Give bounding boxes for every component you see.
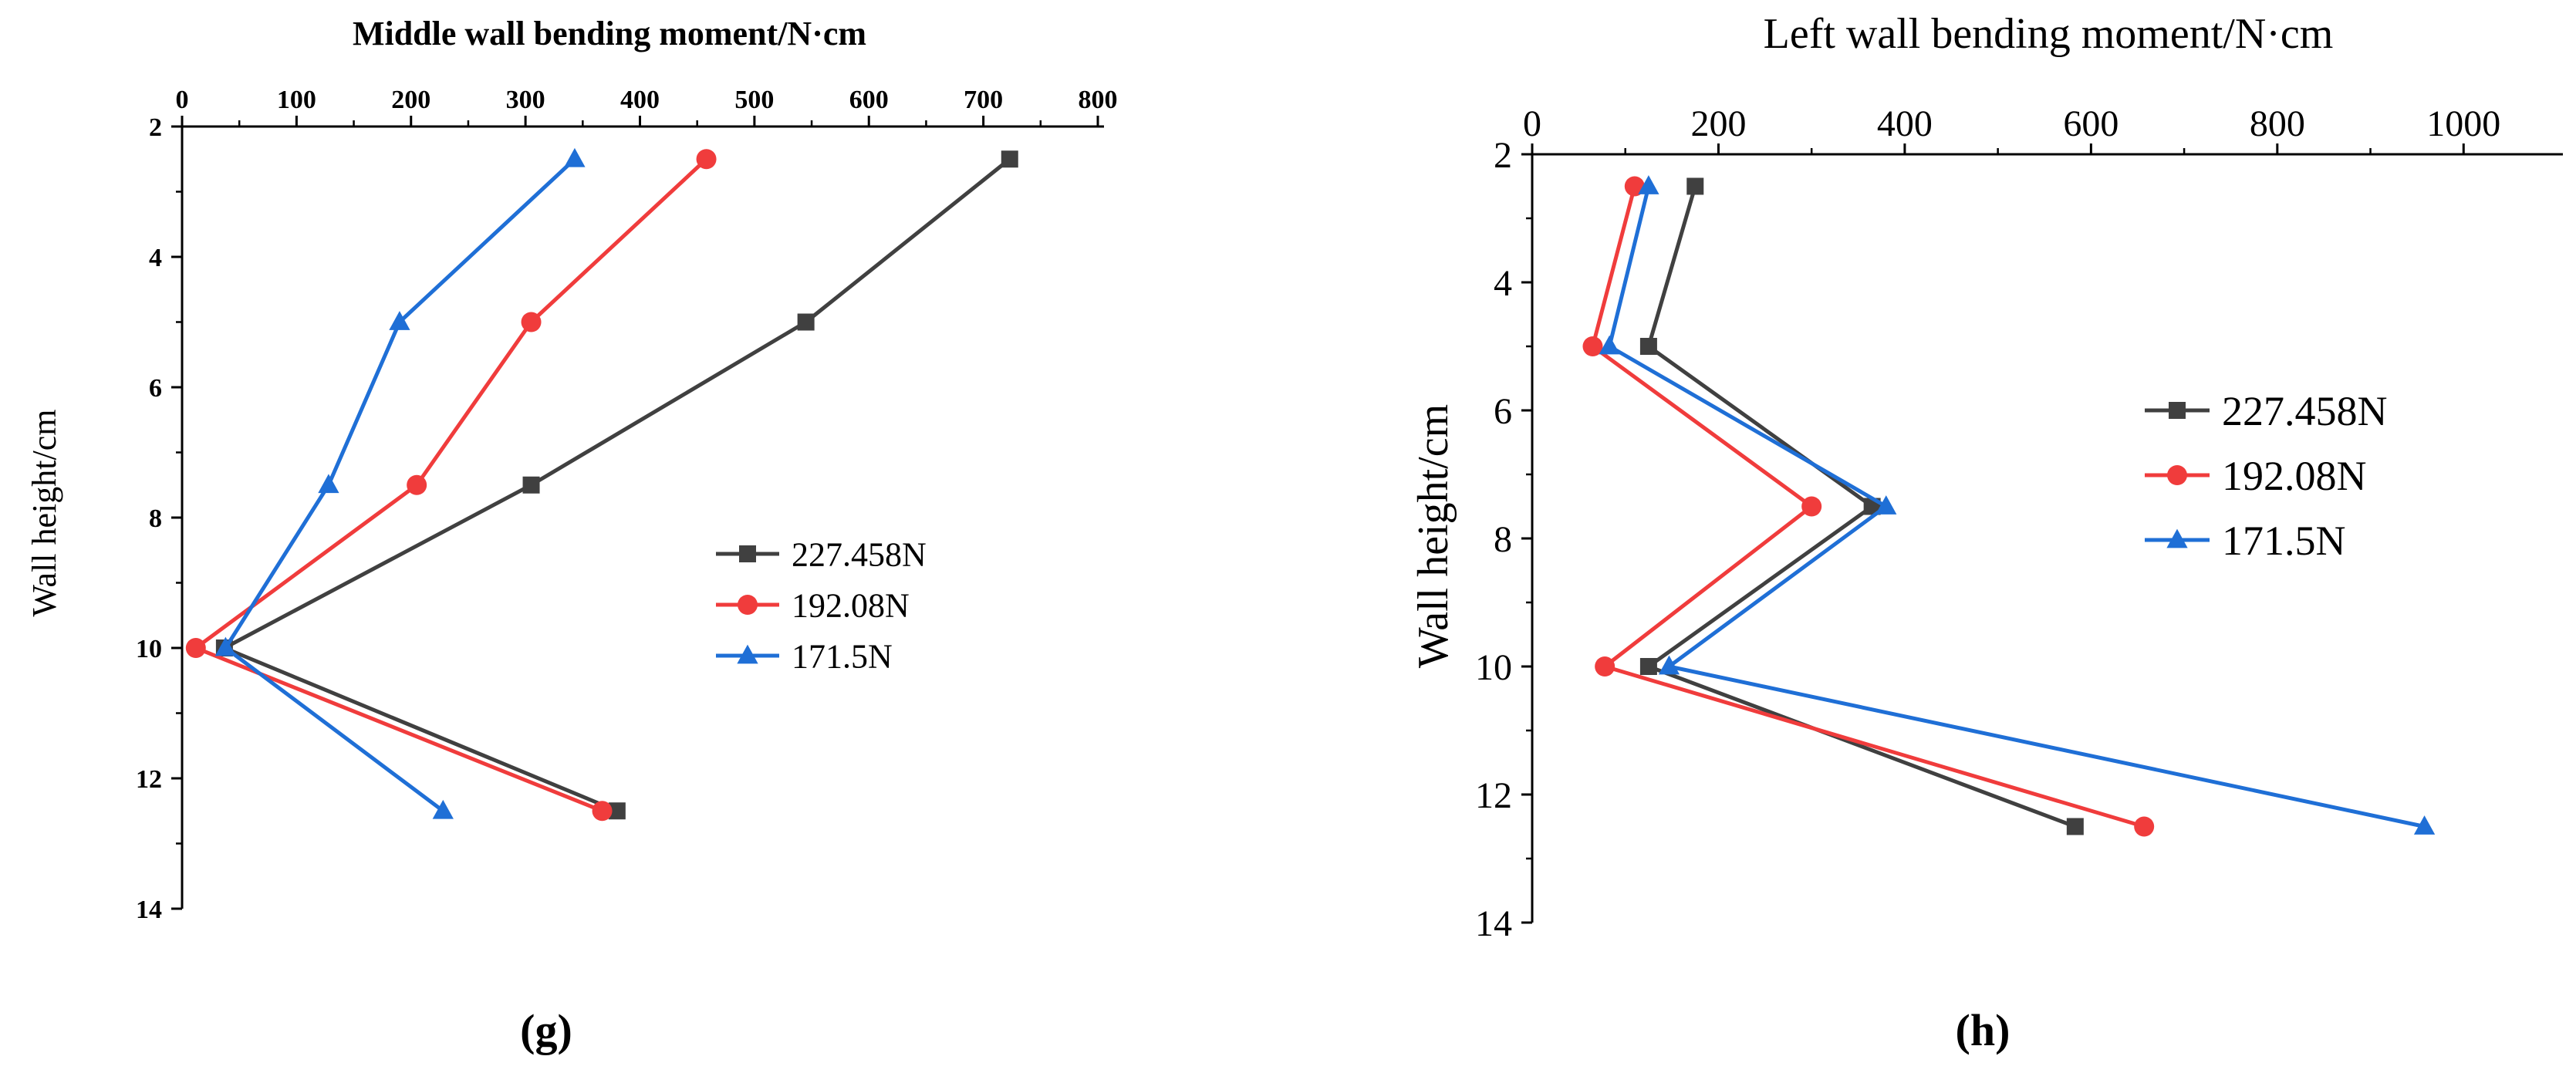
chart-h-x-tick-label: 800 [2250,103,2305,144]
chart-h-point-171.5N [1638,175,1659,194]
chart-g-y-tick-label: 2 [149,113,162,142]
chart-h-point-171.5N [2413,815,2436,835]
chart-g-point-192.08N [185,638,206,658]
chart-h-point-171.5N [1875,495,1897,515]
chart-g-x-tick-label: 300 [506,86,545,114]
chart-h-point-192.08N [1595,656,1615,677]
chart-h-y-axis-title: Wall height/cm [1410,404,1457,668]
chart-h-x-tick-label: 600 [2063,103,2119,144]
chart-g-point-192.08N [696,149,717,170]
chart-h-point-171.5N [1599,335,1620,355]
chart-g-x-tick-label: 600 [849,86,889,114]
chart-h-left-wall: Left wall bending moment/N·cm 0 200 400 600… [1410,10,2563,1055]
chart-h-legend-marker [2166,528,2188,548]
chart-g-legend-marker [737,644,758,664]
chart-h-point-227.458N [1639,658,1657,675]
chart-h-point-192.08N [1624,176,1645,197]
chart-h-series-line-227.458N [1646,185,2076,828]
chart-h-point-227.458N [1686,177,1704,195]
chart-h-point-227.458N [2066,818,2084,835]
chart-h-x-tick-label: 0 [1523,103,1541,144]
chart-h-point-171.5N [1658,655,1680,675]
chart-g-middle-wall: Middle wall bending moment/N·cm 0 100 200 3… [25,15,1118,1055]
chart-h-point-192.08N [2134,816,2155,837]
chart-g-series-line-192.08N [194,157,708,813]
chart-g-y-tick-label: 14 [136,896,162,924]
chart-g-point-171.5N [389,311,410,330]
chart-h-y-tick-label: 10 [1475,647,1512,688]
chart-h-legend-marker [2167,465,2187,485]
chart-g-point-192.08N [407,474,427,495]
chart-g-point-227.458N [522,476,540,494]
chart-g-x-tick-label: 800 [1079,86,1118,114]
chart-h-x-tick-label: 200 [1690,103,1746,144]
chart-g-y-axis-title: Wall height/cm [25,410,63,617]
chart-g-point-192.08N [592,801,613,822]
chart-h-x-tick-label: 1000 [2426,103,2500,144]
chart-g-point-171.5N [432,799,454,819]
chart-h-legend-label: 171.5N [2222,518,2346,564]
chart-g-legend-marker [739,545,756,562]
chart-h-x-tick-label: 400 [1877,103,1933,144]
chart-h-series-line-171.5N [1607,185,2426,828]
chart-g-y-tick-label: 6 [149,374,162,403]
chart-h-y-tick-label: 8 [1494,519,1512,560]
chart-g-series-line-227.458N [222,157,1011,813]
chart-g-x-tick-label: 0 [176,86,189,114]
chart-g-legend-label: 192.08N [792,586,910,624]
chart-h-point-192.08N [1801,496,1822,517]
chart-g-x-tick-label: 700 [964,86,1003,114]
chart-g-point-171.5N [564,147,586,167]
chart-g-point-227.458N [1001,150,1018,168]
chart-g-x-tick-label: 500 [734,86,774,114]
chart-g-legend-marker [738,595,758,615]
chart-h-legend-marker [2169,402,2186,419]
chart-g-x-tick-label: 200 [391,86,430,114]
chart-g-point-227.458N [608,802,626,820]
chart-g-point-192.08N [521,312,542,332]
chart-h-point-192.08N [1582,336,1603,356]
chart-g-x-tick-label: 100 [277,86,316,114]
chart-h-caption: (h) [1956,1005,2010,1055]
chart-g-point-171.5N [214,636,237,656]
chart-g-point-171.5N [318,474,339,494]
chart-g-y-tick-label: 8 [149,504,162,533]
chart-g-legend-label: 227.458N [792,535,927,573]
chart-g-y-tick-label: 4 [149,244,162,272]
chart-g-series-line-171.5N [223,157,576,813]
chart-h-y-tick-label: 6 [1494,391,1512,432]
chart-h-x-axis-title: Left wall bending moment/N·cm [1764,10,2334,58]
chart-g-x-tick-label: 400 [620,86,660,114]
chart-g-caption: (g) [520,1005,572,1055]
chart-h-point-227.458N [1639,338,1657,355]
chart-g-legend-label: 171.5N [792,637,893,675]
chart-g-y-tick-label: 12 [136,765,162,794]
chart-g-x-axis-title: Middle wall bending moment/N·cm [353,15,866,52]
chart-h-y-tick-label: 4 [1494,263,1512,304]
chart-g-point-227.458N [797,313,815,331]
chart-h-legend-label: 192.08N [2222,453,2367,499]
chart-h-legend-label: 227.458N [2222,388,2388,434]
chart-h-y-tick-label: 12 [1475,775,1512,816]
chart-h-y-tick-label: 14 [1475,903,1512,944]
chart-g-y-tick-label: 10 [136,635,162,663]
chart-h-y-tick-label: 2 [1494,135,1512,176]
